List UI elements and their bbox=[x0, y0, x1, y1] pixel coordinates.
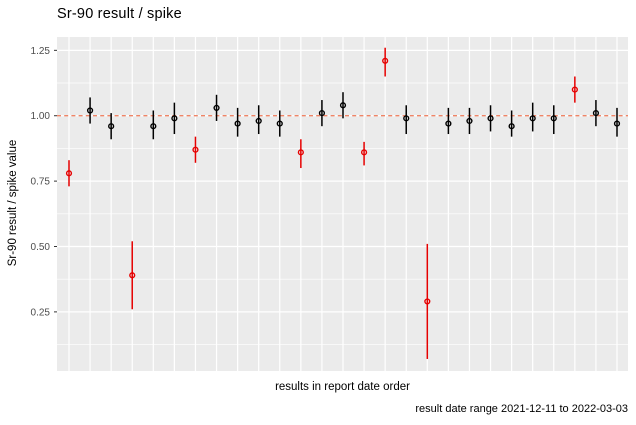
data-point bbox=[129, 272, 136, 279]
data-point bbox=[234, 120, 241, 127]
data-point bbox=[487, 115, 494, 122]
data-point bbox=[360, 149, 368, 156]
data-point bbox=[108, 123, 115, 130]
data-point bbox=[613, 120, 621, 127]
data-point bbox=[297, 149, 304, 156]
data-point bbox=[150, 123, 157, 130]
y-axis-tick-label: 1.00 bbox=[31, 111, 51, 122]
plot-title: Sr-90 result / spike bbox=[57, 6, 182, 22]
data-point bbox=[550, 115, 557, 122]
data-point bbox=[171, 115, 178, 122]
y-axis-tick-label: 0.75 bbox=[31, 177, 51, 188]
data-point bbox=[445, 120, 452, 127]
y-axis-tick-label: 1.25 bbox=[31, 46, 51, 57]
data-point bbox=[86, 107, 94, 114]
data-point bbox=[382, 57, 389, 64]
data-point bbox=[424, 298, 431, 305]
data-point bbox=[466, 117, 473, 125]
data-point bbox=[318, 110, 326, 117]
data-point bbox=[403, 115, 410, 122]
data-point bbox=[65, 170, 73, 177]
y-axis-title: Sr-90 result / spike value bbox=[7, 139, 19, 267]
data-point bbox=[213, 104, 220, 111]
data-point bbox=[592, 110, 600, 117]
data-point bbox=[255, 117, 262, 125]
data-point bbox=[508, 123, 515, 130]
x-axis-title: results in report date order bbox=[275, 381, 410, 393]
data-point bbox=[339, 102, 347, 109]
data-point bbox=[571, 86, 578, 93]
y-axis-tick-label: 0.25 bbox=[31, 307, 51, 318]
y-axis-tick-label: 0.50 bbox=[31, 242, 51, 253]
data-point bbox=[192, 146, 199, 153]
data-point bbox=[276, 120, 283, 127]
plot-caption: result date range 2021-12-11 to 2022-03-… bbox=[415, 403, 628, 415]
data-point bbox=[529, 115, 536, 122]
